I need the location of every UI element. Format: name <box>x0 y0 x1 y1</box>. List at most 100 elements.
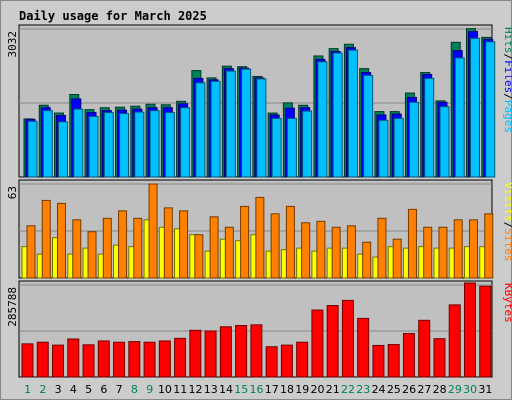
bar-sites-day-19 <box>301 222 311 279</box>
bar-sites-day-24 <box>377 217 387 279</box>
bar-sites-day-7 <box>118 210 128 279</box>
bar-kbytes-day-28 <box>433 338 446 378</box>
x-tick-label-26: 26 <box>402 383 416 396</box>
bar-kbytes-day-23 <box>357 317 370 378</box>
bar-kbytes-day-14 <box>219 326 232 378</box>
bar-sites-day-23 <box>362 241 372 279</box>
x-tick-label-12: 12 <box>188 383 202 396</box>
panel-legend: KBytes <box>502 283 512 323</box>
bar-sites-day-13 <box>209 216 219 279</box>
x-tick-label-10: 10 <box>158 383 172 396</box>
bar-sites-day-4 <box>72 219 82 279</box>
bar-kbytes-day-30 <box>463 282 476 378</box>
bar-pages-day-13 <box>210 80 221 178</box>
x-tick-label-27: 27 <box>417 383 431 396</box>
bar-sites-day-11 <box>179 210 189 279</box>
x-tick-label-28: 28 <box>433 383 447 396</box>
bar-sites-day-5 <box>87 231 97 279</box>
x-tick-label-7: 7 <box>116 383 123 396</box>
bar-pages-day-30 <box>469 37 480 178</box>
bar-pages-day-15 <box>241 68 252 178</box>
bar-kbytes-day-2 <box>36 341 49 378</box>
bar-pages-day-5 <box>88 115 99 178</box>
bar-pages-day-21 <box>332 52 343 178</box>
x-tick-label-18: 18 <box>280 383 294 396</box>
bar-kbytes-day-24 <box>372 344 385 378</box>
legend-entry-pages: Pages <box>502 100 512 133</box>
bar-pages-day-10 <box>164 112 175 178</box>
bar-sites-day-28 <box>438 226 448 279</box>
legend-entry-files: Files <box>502 60 512 93</box>
chart-panels: 3032Hits/Files/Pages63Visits/Sites285788… <box>6 24 512 396</box>
legend-entry-hits: Hits <box>502 27 512 54</box>
bar-kbytes-day-16 <box>250 324 263 378</box>
bar-kbytes-day-7 <box>113 341 126 378</box>
x-tick-label-4: 4 <box>70 383 77 396</box>
bar-pages-day-1 <box>27 120 38 178</box>
bar-sites-day-8 <box>133 217 143 279</box>
legend-separator: / <box>502 222 512 229</box>
x-tick-label-6: 6 <box>100 383 107 396</box>
bar-sites-day-14 <box>224 226 234 279</box>
bar-kbytes-day-19 <box>296 341 309 378</box>
bar-pages-day-25 <box>393 117 404 178</box>
x-tick-label-30: 30 <box>463 383 477 396</box>
bar-kbytes-day-25 <box>387 343 400 378</box>
legend-entry-visits: Visits <box>502 182 512 222</box>
bar-pages-day-28 <box>439 106 450 178</box>
bar-pages-day-16 <box>256 78 267 178</box>
x-tick-label-21: 21 <box>326 383 340 396</box>
bar-sites-day-18 <box>285 205 295 279</box>
x-tick-label-14: 14 <box>219 383 233 396</box>
chart-title: Daily usage for March 2025 <box>19 9 207 23</box>
bar-sites-day-21 <box>331 226 341 279</box>
panel-max-label: 285788 <box>6 287 19 327</box>
bar-kbytes-day-31 <box>479 285 492 378</box>
panel-visits_sites: 63 Visits/Sites <box>6 179 512 279</box>
bar-kbytes-day-26 <box>402 333 415 378</box>
bar-kbytes-day-8 <box>128 341 141 378</box>
bar-pages-day-12 <box>195 82 206 178</box>
x-tick-label-1: 1 <box>24 383 31 396</box>
bar-kbytes-day-15 <box>235 324 248 378</box>
bar-pages-day-19 <box>302 110 313 178</box>
bar-sites-day-2 <box>41 199 51 279</box>
legend-entry-kbytes: KBytes <box>502 283 512 323</box>
bar-kbytes-day-5 <box>82 344 95 378</box>
x-tick-label-31: 31 <box>478 383 492 396</box>
bar-pages-day-4 <box>73 108 84 178</box>
x-tick-label-2: 2 <box>39 383 46 396</box>
x-tick-label-22: 22 <box>341 383 355 396</box>
x-tick-label-29: 29 <box>448 383 462 396</box>
bar-pages-day-31 <box>485 41 496 178</box>
bar-pages-day-11 <box>180 107 191 178</box>
bar-sites-day-3 <box>57 202 67 279</box>
bar-pages-day-18 <box>286 117 297 178</box>
x-tick-label-11: 11 <box>173 383 187 396</box>
bar-pages-day-2 <box>42 110 53 178</box>
bar-kbytes-day-1 <box>21 343 34 378</box>
bar-pages-day-26 <box>408 101 419 178</box>
bar-kbytes-day-3 <box>52 344 65 378</box>
bar-kbytes-day-20 <box>311 309 324 378</box>
bar-pages-day-27 <box>424 77 435 178</box>
bar-sites-day-12 <box>194 234 204 279</box>
bar-kbytes-day-22 <box>341 299 354 378</box>
bar-kbytes-day-6 <box>97 340 110 378</box>
x-tick-label-25: 25 <box>387 383 401 396</box>
x-tick-label-17: 17 <box>265 383 279 396</box>
bar-pages-day-24 <box>378 119 389 178</box>
bar-sites-day-6 <box>102 217 112 279</box>
x-tick-label-24: 24 <box>372 383 386 396</box>
x-tick-label-13: 13 <box>204 383 218 396</box>
bar-sites-day-30 <box>468 219 478 279</box>
bar-pages-day-29 <box>454 57 465 178</box>
x-tick-label-3: 3 <box>55 383 62 396</box>
legend-entry-sites: Sites <box>502 228 512 261</box>
bar-sites-day-10 <box>163 207 173 279</box>
bar-kbytes-day-21 <box>326 305 339 378</box>
bar-sites-day-31 <box>484 213 494 279</box>
